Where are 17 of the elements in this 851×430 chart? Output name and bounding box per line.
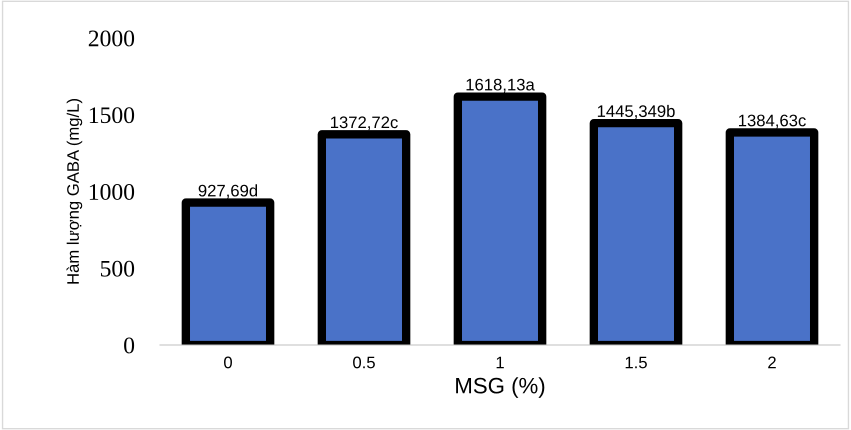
y-tick-label: 1000 [90,184,134,200]
data-label: 1618,13a [466,78,535,93]
x-tick-label: 0 [224,356,232,368]
y-tick-label: 1500 [90,107,134,124]
y-tick-label: 0 [124,337,134,354]
data-label: 1384,63c [738,114,806,128]
x-tick-label: 2 [768,356,776,368]
y-tick-label: 500 [100,260,134,277]
data-label: 927,69d [198,184,258,198]
x-tick-label: 0.5 [353,356,375,368]
x-tick-label: 1.5 [626,356,647,368]
x-axis-title: MSG (%) [456,377,544,398]
x-tick-label: 1 [496,356,504,368]
y-tick-label: 2000 [88,30,134,46]
y-axis-title: Hàm lượng GABA (mg/L) [66,99,82,284]
data-label: 1372,72c [330,116,398,130]
data-label: 1445,349b [598,104,675,120]
